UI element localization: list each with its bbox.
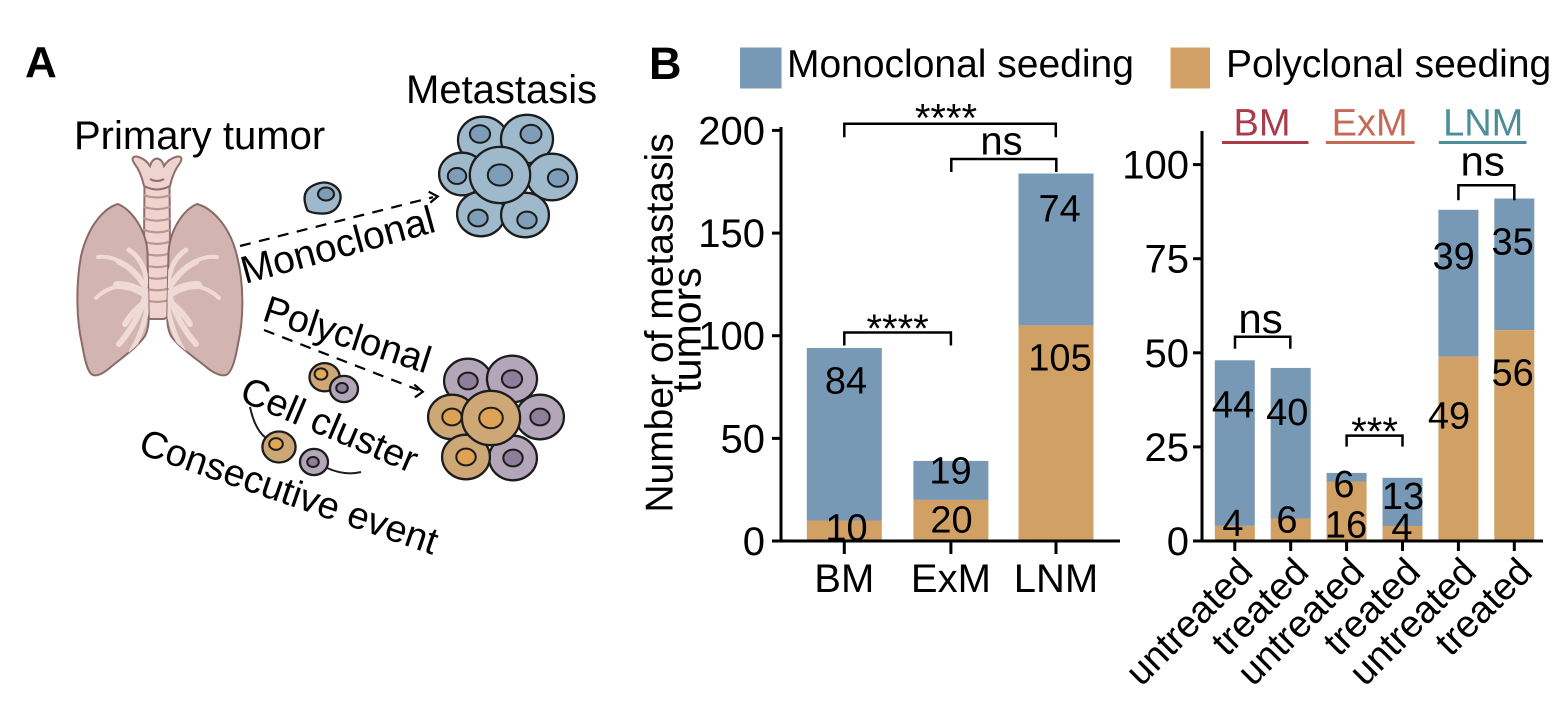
svg-text:Number of metastasis: Number of metastasis xyxy=(639,133,682,512)
svg-text:50: 50 xyxy=(1145,332,1190,376)
svg-text:0: 0 xyxy=(743,520,765,564)
svg-text:Metastasis: Metastasis xyxy=(406,68,597,112)
svg-text:****: **** xyxy=(915,97,977,141)
svg-text:39: 39 xyxy=(1433,236,1475,278)
svg-text:Polyclonal seeding: Polyclonal seeding xyxy=(1226,43,1551,86)
svg-text:40: 40 xyxy=(1266,392,1308,434)
svg-text:ns: ns xyxy=(980,120,1022,164)
svg-text:ns: ns xyxy=(1238,295,1282,342)
svg-text:84: 84 xyxy=(825,360,867,402)
svg-text:BM: BM xyxy=(1234,102,1291,144)
svg-text:ns: ns xyxy=(1461,138,1505,185)
svg-text:B: B xyxy=(649,38,682,89)
svg-text:4: 4 xyxy=(1222,503,1243,545)
svg-text:0: 0 xyxy=(1167,520,1189,564)
svg-text:19: 19 xyxy=(929,450,971,492)
svg-text:20: 20 xyxy=(930,499,972,541)
svg-text:200: 200 xyxy=(698,109,765,153)
svg-text:16: 16 xyxy=(1325,504,1367,546)
svg-text:105: 105 xyxy=(1028,337,1091,379)
svg-text:150: 150 xyxy=(698,212,765,256)
svg-text:25: 25 xyxy=(1145,426,1190,470)
svg-text:35: 35 xyxy=(1491,222,1533,264)
svg-text:LNM: LNM xyxy=(1014,557,1098,601)
svg-text:6: 6 xyxy=(1333,464,1354,506)
svg-text:BM: BM xyxy=(814,557,874,601)
svg-text:49: 49 xyxy=(1428,395,1470,437)
svg-text:6: 6 xyxy=(1276,500,1297,542)
svg-text:Primary tumor: Primary tumor xyxy=(74,114,325,158)
svg-text:56: 56 xyxy=(1492,353,1534,395)
svg-text:44: 44 xyxy=(1212,384,1254,426)
svg-text:100: 100 xyxy=(1122,144,1189,188)
svg-text:100: 100 xyxy=(698,315,765,359)
svg-text:tumors: tumors xyxy=(664,267,710,392)
svg-text:74: 74 xyxy=(1039,189,1081,231)
svg-text:***: *** xyxy=(1351,410,1398,454)
svg-text:4: 4 xyxy=(1391,507,1412,549)
svg-text:LNM: LNM xyxy=(1443,102,1523,144)
svg-text:A: A xyxy=(25,38,57,87)
svg-text:50: 50 xyxy=(721,417,766,461)
svg-text:13: 13 xyxy=(1382,476,1424,518)
svg-text:75: 75 xyxy=(1145,238,1190,282)
svg-text:ExM: ExM xyxy=(911,557,991,601)
svg-text:ExM: ExM xyxy=(1332,102,1408,144)
svg-text:10: 10 xyxy=(825,507,867,549)
svg-text:Monoclonal seeding: Monoclonal seeding xyxy=(787,43,1134,86)
svg-text:****: **** xyxy=(866,307,928,351)
